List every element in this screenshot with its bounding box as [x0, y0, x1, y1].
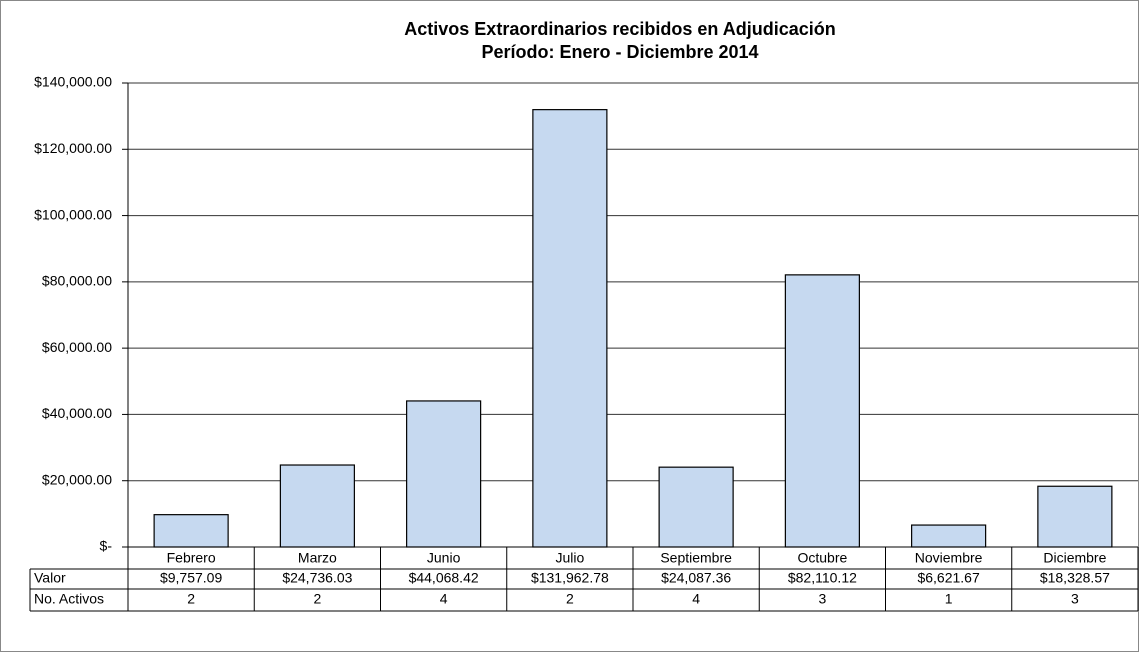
bar	[911, 524, 987, 548]
chart-subtitle: Período: Enero - Diciembre 2014	[481, 42, 758, 62]
count-label: 3	[1071, 591, 1079, 607]
chart-title: Activos Extraordinarios recibidos en Adj…	[404, 19, 835, 39]
x-tick-label: Septiembre	[660, 550, 732, 566]
y-tick-label: $-	[100, 538, 113, 554]
bar	[279, 464, 355, 548]
count-label: 4	[440, 591, 448, 607]
x-tick-label: Junio	[427, 550, 461, 566]
x-tick-label: Febrero	[167, 550, 216, 566]
count-label: 3	[818, 591, 826, 607]
x-tick-label: Marzo	[298, 550, 337, 566]
x-tick-label: Diciembre	[1043, 550, 1106, 566]
value-label: $6,621.67	[917, 570, 979, 586]
count-label: 1	[945, 591, 953, 607]
bar	[153, 514, 229, 548]
y-tick-label: $80,000.00	[42, 273, 112, 289]
y-tick-label: $20,000.00	[42, 471, 112, 487]
value-label: $18,328.57	[1040, 570, 1110, 586]
y-tick-label: $40,000.00	[42, 405, 112, 421]
y-tick-label: $140,000.00	[34, 74, 112, 90]
count-label: 2	[187, 591, 195, 607]
bar	[658, 466, 734, 548]
y-tick-label: $100,000.00	[34, 206, 112, 222]
x-tick-label: Octubre	[797, 550, 847, 566]
x-tick-label: Julio	[555, 550, 584, 566]
count-label: 2	[313, 591, 321, 607]
value-label: $131,962.78	[531, 570, 609, 586]
value-label: $9,757.09	[160, 570, 222, 586]
bar	[1037, 485, 1113, 548]
row-label: Valor	[34, 570, 66, 586]
y-tick-label: $60,000.00	[42, 339, 112, 355]
value-label: $82,110.12	[788, 570, 857, 586]
bar	[532, 109, 608, 548]
bar	[406, 400, 482, 548]
x-tick-label: Noviembre	[915, 550, 983, 566]
row-label: No. Activos	[34, 591, 104, 607]
value-label: $44,068.42	[409, 570, 479, 586]
count-label: 2	[566, 591, 574, 607]
count-label: 4	[692, 591, 700, 607]
value-label: $24,736.03	[282, 570, 352, 586]
value-label: $24,087.36	[661, 570, 731, 586]
bar	[784, 274, 860, 548]
y-tick-label: $120,000.00	[34, 140, 112, 156]
